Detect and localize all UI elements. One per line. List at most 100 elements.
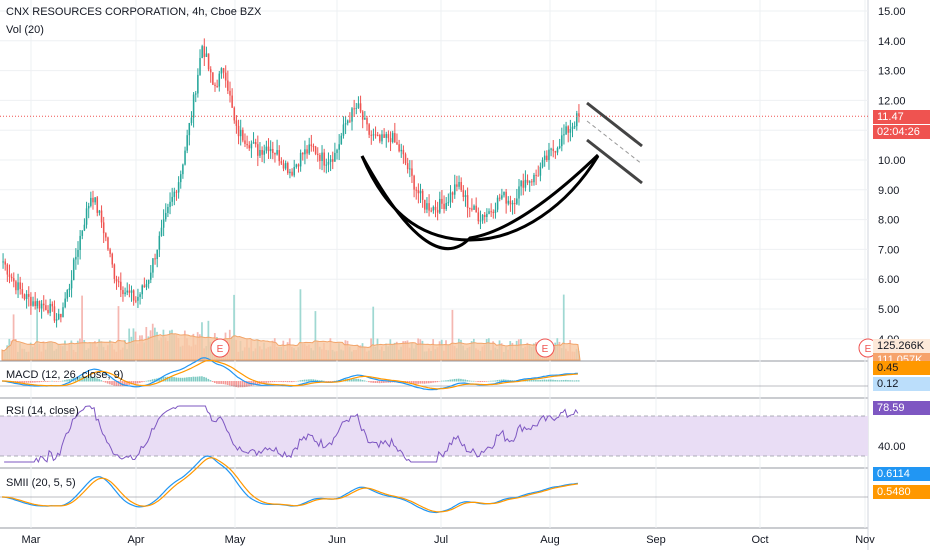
- macd-histogram-bar: [449, 379, 452, 382]
- macd-histogram-bar: [224, 381, 227, 385]
- macd-histogram-bar: [265, 381, 267, 383]
- candle-body: [135, 300, 137, 302]
- rsi-line: [4, 405, 579, 464]
- macd-histogram-bar: [314, 379, 317, 382]
- macd-histogram-bar: [276, 381, 278, 382]
- macd-histogram-bar: [477, 381, 479, 382]
- candle-body: [548, 149, 550, 161]
- price-tick-label: 6.00: [878, 274, 899, 286]
- candle-body: [439, 198, 441, 213]
- candle-body: [6, 264, 9, 275]
- candle-body: [507, 200, 510, 204]
- macd-histogram-bar: [235, 381, 237, 388]
- candle-body: [297, 164, 300, 167]
- candle-body: [569, 128, 572, 133]
- macd-histogram-bar: [577, 380, 580, 382]
- candle-body: [220, 68, 223, 74]
- macd-histogram-bar: [36, 381, 38, 383]
- macd-histogram-bar: [42, 381, 45, 382]
- macd-histogram-bar: [53, 381, 56, 382]
- candle-body: [329, 159, 332, 162]
- candle-body: [576, 113, 578, 127]
- macd-histogram-bar: [205, 377, 208, 382]
- macd-histogram-bar: [571, 380, 574, 382]
- macd-histogram-bar: [233, 381, 235, 387]
- candle-body: [518, 186, 520, 199]
- candle-body: [231, 95, 233, 108]
- macd-histogram-bar: [303, 379, 306, 382]
- macd-histogram-bar: [558, 380, 561, 382]
- candle-body: [567, 126, 569, 133]
- candle-body: [513, 203, 516, 205]
- candle-body: [541, 159, 544, 167]
- candle-body: [239, 129, 242, 137]
- candle-body: [447, 202, 450, 204]
- volume-bar: [562, 294, 565, 360]
- candle-body: [212, 72, 214, 85]
- drawings[interactable]: [360, 101, 643, 250]
- candle-body: [190, 117, 193, 123]
- candle-body: [21, 289, 24, 295]
- rsi-band: [0, 416, 868, 456]
- candle-body: [432, 206, 435, 211]
- candle-body: [246, 143, 248, 146]
- macd-histogram-bar: [288, 381, 291, 383]
- channel-lower: [586, 138, 643, 185]
- candle-body: [111, 253, 114, 265]
- candle-body: [81, 230, 84, 236]
- candle-body: [304, 149, 306, 155]
- candle-body: [400, 149, 403, 152]
- candle-body: [443, 203, 445, 210]
- macd-histogram-bar: [507, 379, 509, 382]
- countdown-tag: 02:04:26: [873, 125, 930, 139]
- candle-body: [175, 191, 178, 193]
- macd-histogram-bar: [494, 380, 497, 382]
- candle-body: [248, 145, 251, 149]
- candle-body: [70, 280, 73, 289]
- candle-body: [261, 149, 263, 155]
- candle-body: [434, 206, 437, 210]
- macd-histogram-bar: [552, 379, 554, 382]
- candle-body: [374, 134, 377, 136]
- candle-body: [385, 134, 388, 138]
- macd-histogram-bar: [573, 380, 576, 382]
- macd-histogram-bar: [106, 381, 109, 384]
- candle-body: [274, 152, 276, 155]
- macd-histogram-bar: [539, 379, 541, 382]
- candle-body: [468, 207, 471, 209]
- candle-body: [128, 290, 131, 293]
- time-axis[interactable]: Mar Apr May Jun Jul Aug Sep Oct Nov: [22, 534, 876, 546]
- candle-body: [312, 146, 315, 148]
- macd-histogram-bar: [254, 381, 257, 385]
- candle-body: [334, 152, 336, 162]
- earnings-marker-label: E: [542, 344, 549, 355]
- candle-body: [503, 191, 505, 196]
- candle-body: [310, 144, 313, 147]
- candle-body: [113, 264, 116, 280]
- macd-histogram-bar: [64, 380, 66, 382]
- macd-histogram-bar: [357, 378, 360, 382]
- macd-histogram-bar: [51, 380, 53, 382]
- rsi-pane: [0, 405, 868, 464]
- macd-histogram-bar: [470, 380, 473, 382]
- macd-histogram-bar: [312, 379, 315, 382]
- macd-histogram-bar: [151, 379, 154, 382]
- candle-body: [511, 203, 514, 205]
- macd-histogram-bar: [554, 380, 556, 382]
- price-candles: [0, 38, 868, 328]
- macd-histogram-bar: [222, 381, 225, 385]
- candle-body: [229, 90, 231, 96]
- macd-histogram-bar: [186, 377, 188, 382]
- candle-body: [543, 155, 546, 160]
- candle-body: [319, 154, 321, 162]
- macd-histogram-bar: [130, 381, 133, 385]
- rsi-legend: RSI (14, close): [6, 405, 79, 417]
- macd-histogram-bar: [410, 381, 413, 384]
- macd-histogram-bar: [413, 381, 415, 384]
- candle-body: [314, 146, 317, 154]
- candle-body: [486, 213, 488, 218]
- macd-histogram-bar: [327, 381, 330, 382]
- price-tick-label: 8.00: [878, 215, 899, 227]
- macd-histogram-bar: [325, 381, 327, 382]
